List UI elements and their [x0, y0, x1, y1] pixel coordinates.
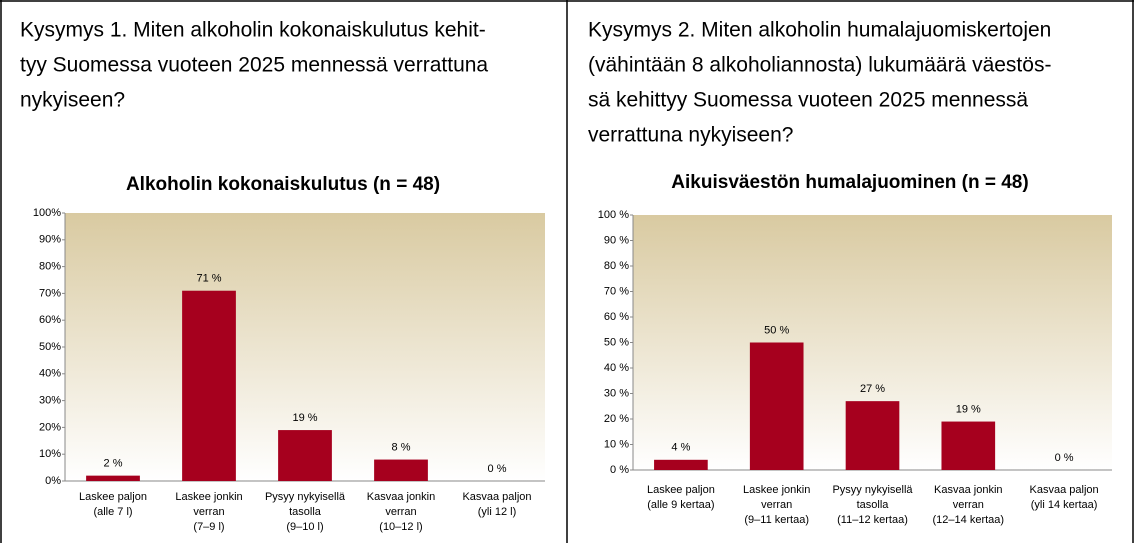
- value-label: 2 %: [104, 458, 123, 470]
- x-tick-label: Laskee paljon: [79, 491, 147, 503]
- bar: [941, 421, 996, 470]
- x-tick-label: (alle 9 kertaa): [647, 499, 714, 511]
- x-tick-label: (9–11 kertaa): [744, 514, 809, 526]
- value-label: 50 %: [764, 324, 789, 336]
- y-tick-label: 70%: [39, 287, 61, 299]
- value-label: 0 %: [1055, 452, 1074, 464]
- x-tick-label: (9–10 l): [286, 521, 323, 533]
- y-tick-label: 40%: [39, 368, 61, 380]
- x-tick-label: tasolla: [289, 506, 322, 518]
- x-tick-label: (yli 12 l): [478, 506, 517, 518]
- value-label: 71 %: [196, 273, 221, 285]
- x-tick-label: Pysyy nykyisellä: [832, 484, 913, 496]
- bar: [182, 290, 236, 481]
- question-text: Kysymys 1. Miten alkoholin kokonaiskulut…: [20, 19, 486, 42]
- y-tick-label: 60%: [39, 314, 61, 326]
- x-tick-label: (alle 7 l): [93, 506, 132, 518]
- bar: [654, 459, 708, 470]
- bar: [278, 430, 332, 481]
- question-text: verrattuna nykyiseen?: [588, 124, 793, 147]
- question-text: tyy Suomessa vuoteen 2025 mennessä verra…: [20, 54, 488, 77]
- y-tick-label: 70 %: [604, 285, 629, 297]
- x-tick-label: Kasvaa paljon: [462, 491, 531, 503]
- x-tick-label: (12–14 kertaa): [933, 514, 1005, 526]
- x-tick-label: (11–12 kertaa): [837, 514, 908, 526]
- y-tick-label: 90%: [39, 234, 61, 246]
- question-text: nykyiseen?: [20, 89, 125, 112]
- y-tick-label: 30%: [39, 395, 61, 407]
- y-tick-label: 80 %: [604, 260, 629, 272]
- question-text: (vähintään 8 alkoholiannosta) lukumäärä …: [588, 54, 1051, 77]
- bar: [374, 459, 428, 481]
- x-tick-label: Pysyy nykyisellä: [265, 491, 346, 503]
- x-tick-label: verran: [385, 506, 416, 518]
- y-tick-label: 50%: [39, 341, 61, 353]
- y-tick-label: 50 %: [604, 336, 629, 348]
- y-tick-label: 30 %: [604, 387, 629, 399]
- y-tick-label: 60 %: [604, 311, 629, 323]
- x-tick-label: Kasvaa paljon: [1030, 484, 1099, 496]
- value-label: 0 %: [488, 463, 507, 475]
- x-tick-label: tasolla: [857, 499, 890, 511]
- bar: [86, 475, 140, 481]
- x-tick-label: (7–9 l): [193, 521, 224, 533]
- question-text: Kysymys 2. Miten alkoholin humalajuomisk…: [588, 19, 1051, 42]
- y-tick-label: 100%: [33, 207, 61, 219]
- x-tick-label: Kasvaa jonkin: [934, 484, 1003, 496]
- y-tick-label: 10 %: [604, 438, 629, 450]
- chart-title: Aikuisväestön humalajuominen (n = 48): [671, 172, 1028, 193]
- y-tick-label: 100 %: [598, 209, 629, 221]
- chart-title: Alkoholin kokonaiskulutus (n = 48): [126, 174, 440, 195]
- x-tick-label: Laskee jonkin: [743, 484, 810, 496]
- x-tick-label: (yli 14 kertaa): [1031, 499, 1098, 511]
- value-label: 19 %: [292, 412, 317, 424]
- question-text: sä kehittyy Suomessa vuoteen 2025 mennes…: [588, 89, 1028, 112]
- x-tick-label: Laskee paljon: [647, 484, 715, 496]
- y-tick-label: 10%: [39, 448, 61, 460]
- y-tick-label: 80%: [39, 261, 61, 273]
- x-tick-label: verran: [761, 499, 792, 511]
- value-label: 19 %: [956, 403, 981, 415]
- x-tick-label: verran: [193, 506, 224, 518]
- value-label: 4 %: [671, 442, 690, 454]
- x-tick-label: Laskee jonkin: [175, 491, 242, 503]
- y-tick-label: 0%: [45, 475, 61, 487]
- y-tick-label: 20%: [39, 421, 61, 433]
- bar: [845, 401, 900, 470]
- x-tick-label: verran: [953, 499, 984, 511]
- value-label: 8 %: [392, 441, 411, 453]
- y-tick-label: 40 %: [604, 362, 629, 374]
- y-tick-label: 90 %: [604, 234, 629, 246]
- bar: [749, 342, 804, 470]
- y-tick-label: 0 %: [610, 464, 629, 476]
- x-tick-label: Kasvaa jonkin: [367, 491, 436, 503]
- x-tick-label: (10–12 l): [379, 521, 422, 533]
- value-label: 27 %: [860, 383, 885, 395]
- y-tick-label: 20 %: [604, 413, 629, 425]
